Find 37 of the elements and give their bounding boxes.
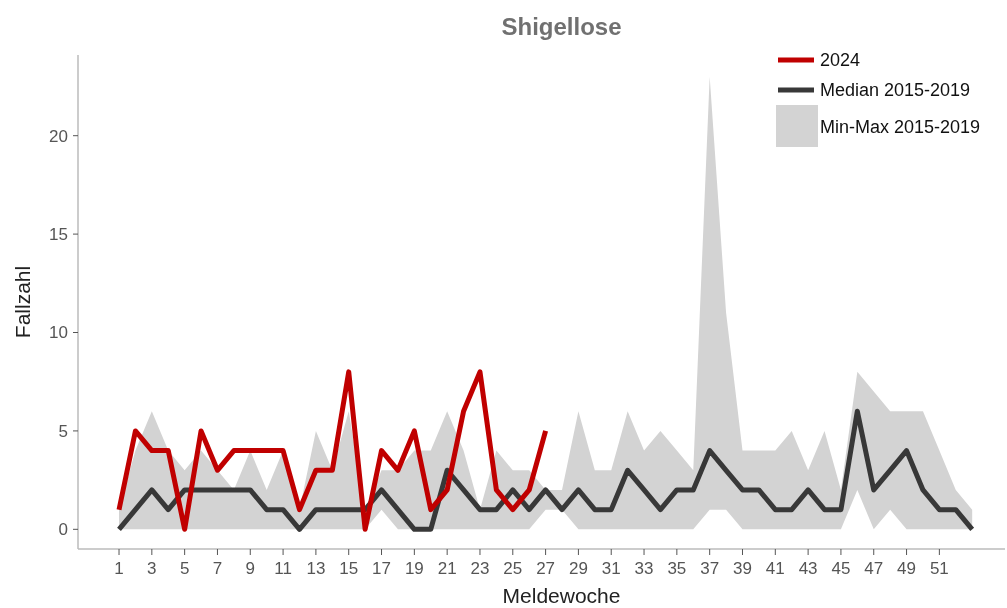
y-axis-title: Fallzahl [11, 265, 34, 339]
x-tick-label: 11 [274, 559, 292, 578]
x-tick-label: 31 [601, 559, 621, 578]
x-tick-label: 33 [634, 559, 654, 578]
y-tick-label: 20 [49, 126, 68, 146]
x-tick-label: 37 [700, 559, 720, 578]
x-tick-label: 21 [437, 559, 457, 578]
chart-title: Shigellose [501, 13, 622, 40]
x-tick-label: 9 [245, 559, 256, 578]
x-tick-label: 19 [404, 559, 424, 578]
y-tick-label: 5 [58, 421, 68, 441]
legend-label: Median 2015-2019 [820, 80, 971, 101]
y-tick-label: 0 [58, 520, 68, 540]
x-tick-label: 29 [568, 559, 588, 578]
x-tick-label: 25 [503, 559, 523, 578]
x-tick-label: 5 [179, 559, 190, 578]
x-tick-label: 41 [765, 559, 785, 578]
x-tick-label: 43 [798, 559, 818, 578]
x-tick-label: 1 [114, 559, 124, 578]
annotation: Min-Max 2015-2019 [820, 117, 981, 138]
x-tick-label: 13 [306, 559, 326, 578]
x-tick-label: 15 [339, 559, 359, 578]
x-tick-label: 7 [212, 559, 223, 578]
x-tick-label: 49 [897, 559, 917, 578]
x-tick-label: 51 [929, 559, 949, 578]
x-tick-label: 23 [470, 559, 490, 578]
x-tick-label: 39 [733, 559, 752, 578]
y-tick-label: 15 [49, 225, 68, 245]
y-tick-label: 10 [49, 323, 68, 343]
x-tick-label: 17 [372, 559, 391, 578]
x-tick-label: 47 [864, 559, 884, 578]
legend-label: 2024 [820, 50, 861, 71]
x-tick-label: 3 [147, 559, 157, 578]
x-tick-label: 45 [831, 559, 851, 578]
x-tick-label: 27 [536, 559, 556, 578]
x-tick-label: 35 [667, 559, 687, 578]
x-axis-title: Meldewoche [502, 584, 621, 607]
